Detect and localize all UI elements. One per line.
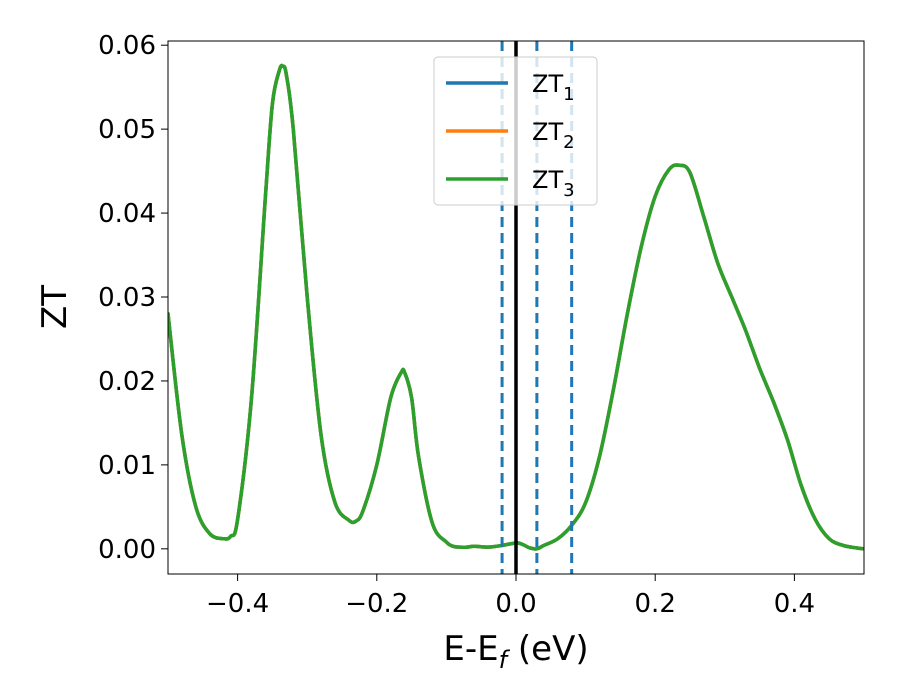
x-axis-title: E-Ef (eV) bbox=[443, 629, 588, 674]
x-tick-label: −0.2 bbox=[345, 589, 408, 619]
x-axis-ticks: −0.4 −0.2 0.0 0.2 0.4 bbox=[206, 574, 815, 619]
x-tick-label: 0.0 bbox=[495, 589, 536, 619]
y-tick-label: 0.04 bbox=[98, 199, 156, 229]
curves bbox=[168, 63, 864, 551]
legend-box bbox=[433, 56, 598, 206]
y-tick-label: 0.03 bbox=[98, 283, 156, 313]
legend-label-zt1: ZT1 bbox=[532, 70, 575, 105]
series-line-zt3 bbox=[168, 63, 864, 551]
legend-label-zt3: ZT3 bbox=[532, 166, 575, 201]
y-axis-ticks: 0.00 0.01 0.02 0.03 0.04 0.05 0.06 bbox=[98, 31, 168, 565]
x-tick-label: −0.4 bbox=[206, 589, 269, 619]
x-axis-title-suffix: (eV) bbox=[507, 629, 589, 669]
y-axis-title: ZT bbox=[35, 285, 75, 329]
x-tick-label: 0.2 bbox=[635, 589, 676, 619]
y-tick-label: 0.01 bbox=[98, 451, 156, 481]
y-tick-label: 0.05 bbox=[98, 115, 156, 145]
x-tick-label: 0.4 bbox=[774, 589, 815, 619]
y-tick-label: 0.06 bbox=[98, 31, 156, 61]
y-tick-label: 0.00 bbox=[98, 535, 156, 565]
x-axis-title-main: E-E bbox=[443, 629, 498, 669]
legend: ZT1 ZT2 ZT3 bbox=[433, 56, 598, 206]
legend-label-zt2: ZT2 bbox=[532, 118, 575, 153]
y-tick-label: 0.02 bbox=[98, 367, 156, 397]
